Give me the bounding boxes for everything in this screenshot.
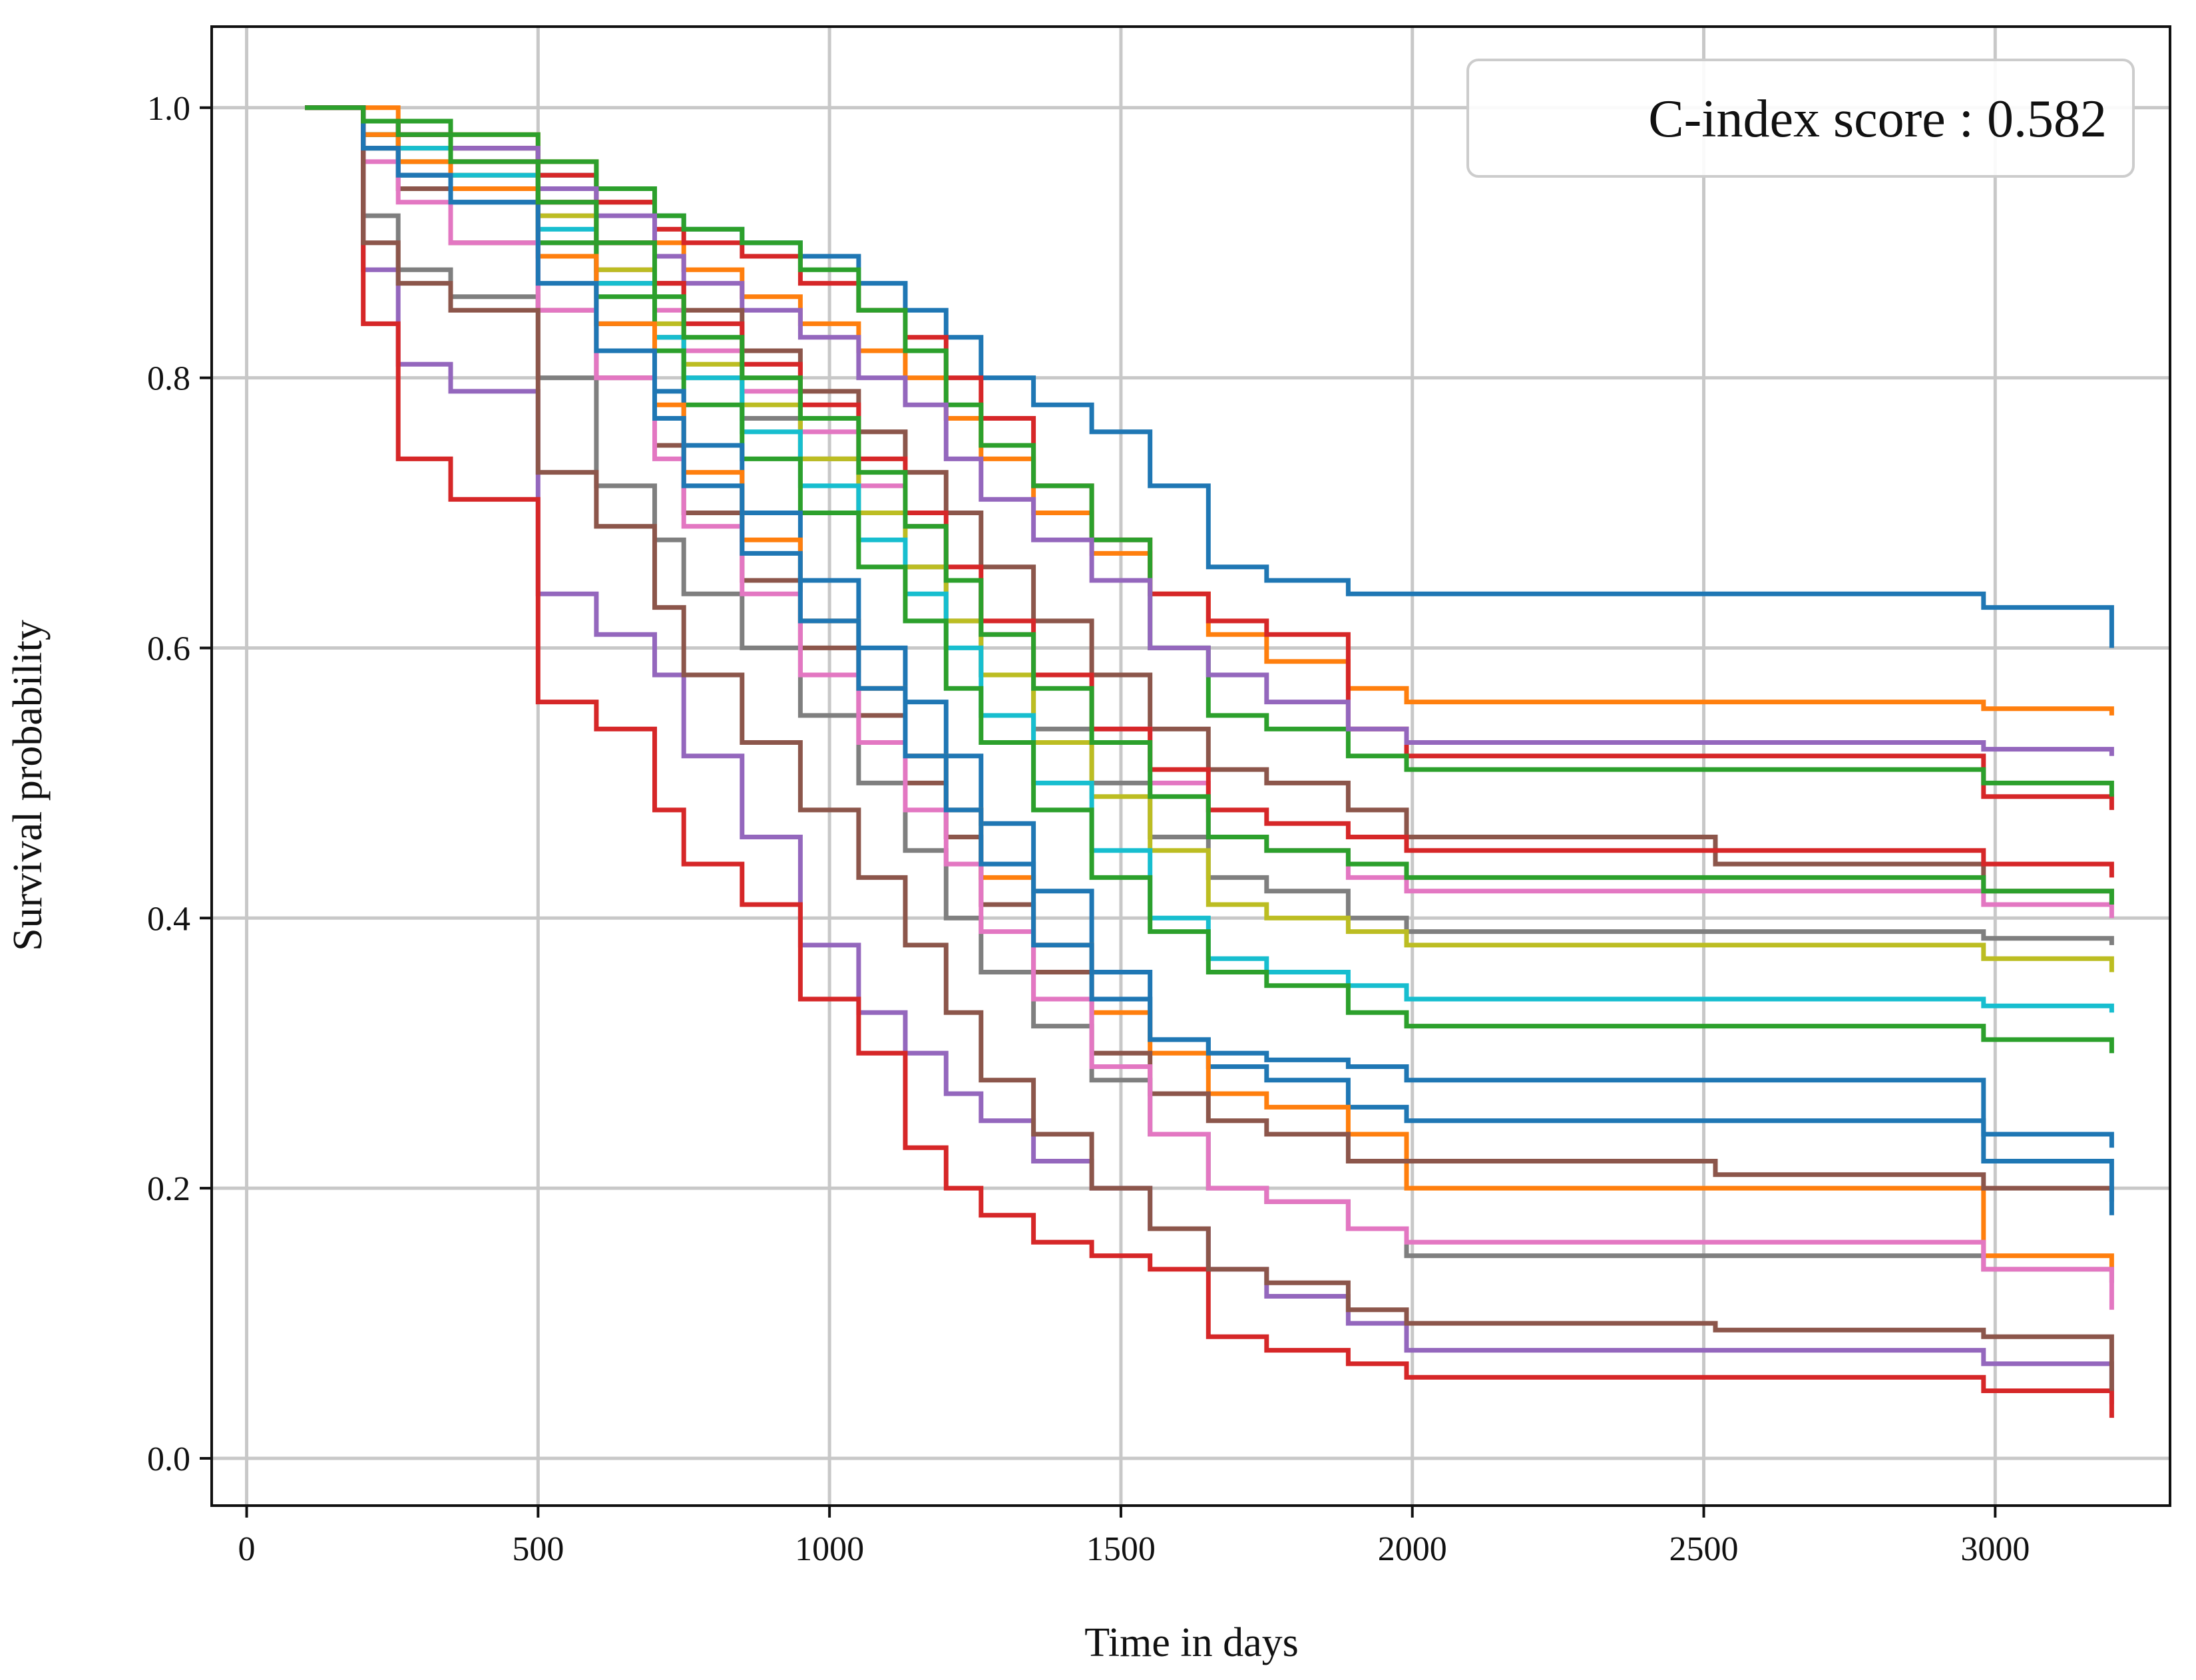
- x-tick-label: 1000: [795, 1530, 864, 1568]
- x-tick-label: 0: [238, 1530, 256, 1568]
- y-tick-label: 0.4: [147, 900, 190, 938]
- axis-ticks: 0 500 1000 1500 2000 2500 3000 0.0 0.2 0.4 0.6 0.8 1…: [147, 90, 2030, 1568]
- x-axis-label: Time in days: [1084, 1620, 1299, 1665]
- legend: C-index score : 0.582: [1466, 59, 2135, 178]
- y-tick-label: 0.8: [147, 360, 190, 398]
- legend-label: C-index score : 0.582: [1648, 90, 2107, 148]
- x-tick-label: 2500: [1669, 1530, 1739, 1568]
- survival-curve-curve-22: [305, 105, 2114, 905]
- x-tick-label: 2000: [1378, 1530, 1447, 1568]
- y-tick-label: 0.2: [147, 1170, 190, 1208]
- survival-curves: [305, 105, 2114, 1418]
- survival-curve-curve-2: [305, 105, 2114, 716]
- x-tick-label: 1500: [1086, 1530, 1156, 1568]
- y-axis-label: Survival probability: [5, 620, 51, 951]
- survival-curve-curve-5: [305, 105, 2114, 756]
- y-tick-label: 0.6: [147, 630, 190, 668]
- survival-curve-curve-18: [305, 105, 2114, 1418]
- survival-curve-curve-19: [305, 105, 2114, 1391]
- x-tick-label: 500: [512, 1530, 564, 1568]
- legend-box: [1466, 59, 2135, 178]
- y-tick-label: 1.0: [147, 90, 190, 128]
- survival-curve-curve-20: [305, 105, 2114, 1215]
- survival-curve-curve-11: [305, 105, 2114, 1054]
- plot-frame: [210, 25, 2171, 1507]
- survival-curve-curve-4: [305, 105, 2114, 797]
- x-tick-label: 3000: [1960, 1530, 2030, 1568]
- y-tick-label: 0.0: [147, 1440, 190, 1478]
- grid-lines: [212, 27, 2170, 1506]
